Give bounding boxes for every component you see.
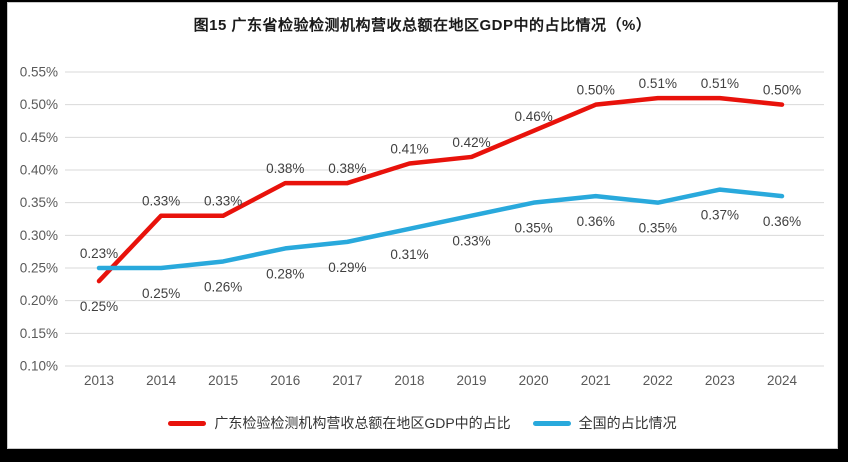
svg-text:2024: 2024 — [767, 373, 798, 388]
svg-text:0.37%: 0.37% — [701, 208, 739, 223]
x-axis-labels: 2013 2014 2015 2016 2017 2018 2019 2020 2021 2022… — [84, 373, 798, 388]
svg-text:2019: 2019 — [457, 373, 487, 388]
svg-text:0.55%: 0.55% — [20, 65, 58, 80]
svg-text:0.50%: 0.50% — [20, 97, 58, 112]
svg-text:0.41%: 0.41% — [390, 141, 428, 156]
svg-text:0.38%: 0.38% — [266, 161, 304, 176]
svg-text:0.51%: 0.51% — [701, 76, 739, 91]
svg-text:0.23%: 0.23% — [80, 246, 118, 261]
svg-text:2018: 2018 — [394, 373, 424, 388]
svg-text:0.51%: 0.51% — [639, 76, 677, 91]
series-line-0 — [96, 95, 785, 284]
guangdong-line-swatch — [168, 420, 207, 426]
svg-text:0.28%: 0.28% — [266, 266, 304, 281]
svg-text:2023: 2023 — [705, 373, 735, 388]
svg-text:0.25%: 0.25% — [142, 286, 180, 301]
svg-text:0.35%: 0.35% — [20, 195, 58, 210]
svg-text:0.50%: 0.50% — [577, 83, 615, 98]
svg-text:2016: 2016 — [270, 373, 300, 388]
legend-item-guangdong: 广东检验检测机构营收总额在地区GDP中的占比 — [168, 413, 511, 433]
svg-text:0.35%: 0.35% — [639, 221, 677, 236]
svg-text:2021: 2021 — [581, 373, 611, 388]
svg-text:0.33%: 0.33% — [452, 234, 490, 249]
legend-label-national: 全国的占比情况 — [578, 415, 677, 431]
svg-text:0.20%: 0.20% — [20, 293, 58, 308]
svg-text:0.42%: 0.42% — [452, 135, 490, 150]
svg-text:2015: 2015 — [208, 373, 238, 388]
data-labels-1: 0.25% 0.25% 0.26% 0.28% 0.29% 0.31% 0.33% 0.35%… — [80, 208, 801, 314]
svg-text:0.46%: 0.46% — [514, 109, 552, 124]
svg-text:2013: 2013 — [84, 373, 114, 388]
svg-text:2022: 2022 — [643, 373, 673, 388]
legend-item-national: 全国的占比情况 — [532, 413, 677, 433]
line-chart: 0.55% 0.50% 0.45% 0.40% 0.35% 0.30% 0.25% 0.20%… — [20, 65, 824, 388]
data-labels-0: 0.23% 0.33% 0.33% 0.38% 0.38% 0.41% 0.42% 0.46%… — [80, 76, 801, 261]
svg-text:0.33%: 0.33% — [204, 194, 242, 209]
chart-panel: 图15 广东省检验检测机构营收总额在地区GDP中的占比情况（%） 0.55% 0.… — [7, 2, 838, 449]
series-line-1 — [96, 187, 785, 271]
svg-text:0.29%: 0.29% — [328, 260, 366, 275]
chart-legend: 广东检验检测机构营收总额在地区GDP中的占比 全国的占比情况 — [8, 411, 837, 435]
svg-text:2017: 2017 — [332, 373, 362, 388]
chart-title: 图15 广东省检验检测机构营收总额在地区GDP中的占比情况（%） — [193, 17, 652, 34]
svg-text:0.25%: 0.25% — [80, 299, 118, 314]
svg-text:0.38%: 0.38% — [328, 161, 366, 176]
svg-text:0.15%: 0.15% — [20, 326, 58, 341]
svg-text:0.33%: 0.33% — [142, 194, 180, 209]
national-line-swatch — [532, 420, 571, 426]
svg-text:0.45%: 0.45% — [20, 130, 58, 145]
svg-text:2014: 2014 — [146, 373, 177, 388]
svg-text:0.36%: 0.36% — [577, 214, 615, 229]
svg-text:0.31%: 0.31% — [390, 247, 428, 262]
svg-text:0.40%: 0.40% — [20, 163, 58, 178]
svg-text:0.35%: 0.35% — [514, 221, 552, 236]
svg-text:0.26%: 0.26% — [204, 279, 242, 294]
svg-text:0.30%: 0.30% — [20, 228, 58, 243]
svg-text:0.25%: 0.25% — [20, 261, 58, 276]
gridlines — [65, 71, 824, 367]
legend-label-guangdong: 广东检验检测机构营收总额在地区GDP中的占比 — [214, 415, 511, 431]
svg-text:0.10%: 0.10% — [20, 359, 58, 374]
y-axis-labels: 0.55% 0.50% 0.45% 0.40% 0.35% 0.30% 0.25% 0.20%… — [20, 65, 58, 374]
svg-text:0.36%: 0.36% — [763, 214, 801, 229]
svg-text:2020: 2020 — [519, 373, 549, 388]
svg-text:0.50%: 0.50% — [763, 83, 801, 98]
